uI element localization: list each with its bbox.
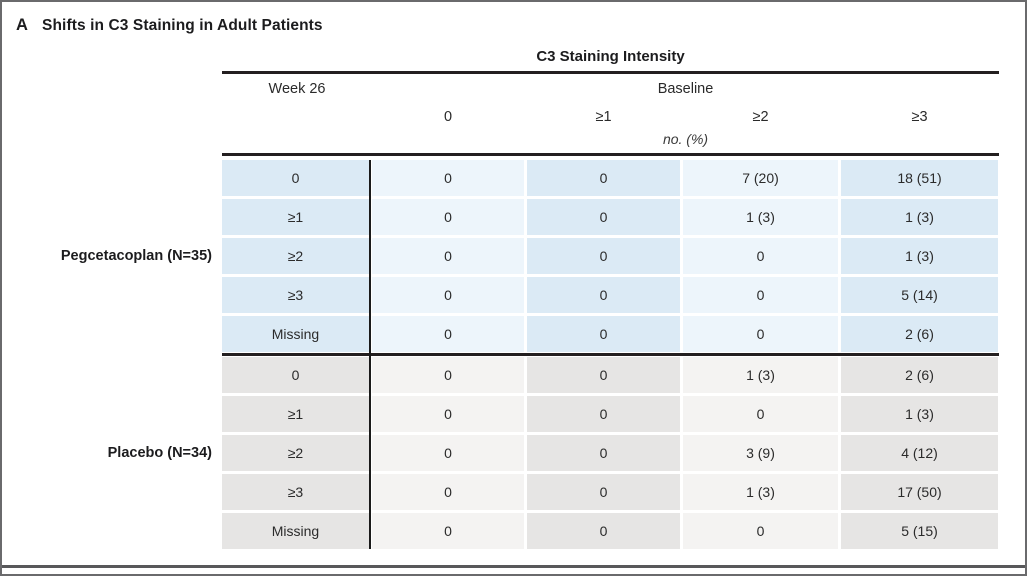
column-divider-line: [369, 160, 371, 549]
value-cell: 0: [527, 513, 680, 549]
row-label-cell: ≥1: [222, 199, 369, 235]
value-cell: 2 (6): [841, 316, 998, 352]
value-cell: 3 (9): [683, 435, 838, 471]
panel-b-boundary-rule: [2, 565, 1025, 568]
value-cell: 0: [683, 396, 838, 432]
value-cell: 0: [683, 513, 838, 549]
value-cell: 0: [527, 277, 680, 313]
group-divider-rule: [222, 353, 999, 356]
value-cell: 0: [683, 316, 838, 352]
column-header-row: 0 ≥1 ≥2 ≥3: [222, 103, 999, 131]
value-cell: 1 (3): [683, 199, 838, 235]
panel-title-text: Shifts in C3 Staining in Adult Patients: [42, 17, 323, 34]
value-cell: 0: [372, 513, 524, 549]
value-cell: 5 (14): [841, 277, 998, 313]
value-cell: 0: [527, 238, 680, 274]
value-cell: 5 (15): [841, 513, 998, 549]
units-label: no. (%): [662, 131, 709, 147]
value-cell: 0: [372, 160, 524, 196]
column-header: ≥1: [595, 109, 612, 125]
panel-title: A Shifts in C3 Staining in Adult Patients: [16, 16, 323, 35]
row-label-cell: ≥3: [222, 277, 369, 313]
panel-letter: A: [16, 16, 29, 34]
value-cell: 0: [527, 474, 680, 510]
value-cell: 1 (3): [841, 238, 998, 274]
value-cell: 7 (20): [683, 160, 838, 196]
shift-table: C3 Staining Intensity Week 26 Baseline 0…: [222, 48, 999, 549]
value-cell: 0: [527, 316, 680, 352]
row-label-cell: ≥1: [222, 396, 369, 432]
group-label-pegcetacoplan: Pegcetacoplan (N=35): [60, 248, 212, 264]
value-cell: 18 (51): [841, 160, 998, 196]
value-cell: 4 (12): [841, 435, 998, 471]
value-cell: 1 (3): [841, 396, 998, 432]
column-header: ≥2: [752, 109, 769, 125]
row-axis-label: Week 26: [268, 80, 326, 97]
row-label-cell: Missing: [222, 513, 369, 549]
row-label-cell: Missing: [222, 316, 369, 352]
value-cell: 1 (3): [683, 357, 838, 393]
value-cell: 1 (3): [683, 474, 838, 510]
value-cell: 17 (50): [841, 474, 998, 510]
col-axis-label: Baseline: [657, 80, 714, 97]
value-cell: 0: [527, 160, 680, 196]
value-cell: 0: [372, 238, 524, 274]
value-cell: 0: [683, 277, 838, 313]
value-cell: 0: [683, 238, 838, 274]
value-cell: 0: [372, 357, 524, 393]
value-cell: 0: [527, 396, 680, 432]
value-cell: 0: [372, 316, 524, 352]
row-label-cell: ≥3: [222, 474, 369, 510]
value-cell: 0: [527, 199, 680, 235]
row-label-cell: 0: [222, 160, 369, 196]
column-header: ≥3: [911, 109, 928, 125]
axis-header-row: Week 26 Baseline: [222, 74, 999, 103]
table-title: C3 Staining Intensity: [536, 48, 685, 65]
header-top-rule: [222, 71, 999, 74]
header-bottom-rule: [222, 153, 999, 156]
row-label-cell: ≥2: [222, 238, 369, 274]
row-label-cell: ≥2: [222, 435, 369, 471]
value-cell: 2 (6): [841, 357, 998, 393]
value-cell: 0: [372, 474, 524, 510]
column-header: 0: [443, 109, 453, 125]
value-cell: 0: [527, 435, 680, 471]
row-label-cell: 0: [222, 357, 369, 393]
value-cell: 0: [372, 435, 524, 471]
value-cell: 0: [372, 199, 524, 235]
group-label-placebo: Placebo (N=34): [107, 445, 212, 461]
value-cell: 0: [527, 357, 680, 393]
value-cell: 1 (3): [841, 199, 998, 235]
value-cell: 0: [372, 396, 524, 432]
value-cell: 0: [372, 277, 524, 313]
